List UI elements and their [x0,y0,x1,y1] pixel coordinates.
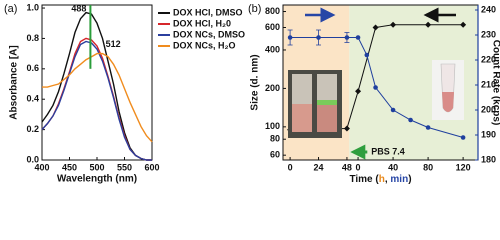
point [390,107,396,113]
x-tick-label: 40 [388,162,398,172]
x-tick-label: 0 [288,162,293,172]
plot-frame [41,4,153,161]
point [355,35,361,40]
series-line [41,40,152,161]
y2-tick-label: 230 [481,29,496,39]
y-tick-label: 0.2 [26,124,39,134]
x-axis-label-part: ) [408,174,411,185]
legend-label: DOX NCs, DMSO [173,29,245,39]
point [425,125,431,130]
x-axis-label: Wavelength (nm) [57,174,137,185]
point [390,21,397,28]
point [344,35,350,40]
inset-photo [288,70,342,138]
y-tick-label: 0.0 [26,154,39,164]
y2-tick-label: 220 [481,54,496,64]
y-tick-label: 400 [265,44,280,54]
y2-tick-label: 210 [481,79,496,89]
x-tick-label: 120 [456,162,471,172]
point [287,35,293,40]
series-line [41,11,152,161]
y-tick-label: 80 [270,134,280,144]
y-tick-label: 0.6 [26,63,39,73]
vial-liquid [292,104,312,132]
point [373,85,378,90]
annotation: PBS 7.4 [371,146,405,156]
series-line [290,37,464,138]
x-tick-label: 80 [423,162,433,172]
point [460,135,466,140]
x-tick-label: 450 [62,162,77,172]
series-line [42,52,153,143]
x-tick-label: 500 [89,162,104,172]
y-tick-label: 0.8 [26,33,39,43]
x-tick-label: 550 [117,162,132,172]
y-tick-label: 800 [265,6,280,16]
legend-label: DOX HCl, H₂0 [173,18,231,28]
y-axis-label: Size (d. nm) [250,54,261,110]
figure: 400 450 500 550 6000.00.20.40.60.81.0Absorba… [4,2,500,184]
x-axis-label-part: , [385,174,391,185]
legend-label: DOX HCl, DMSO [173,7,243,17]
x-tick-label: 0 [356,162,361,172]
y2-tick-label: 180 [481,154,496,164]
point [364,52,370,58]
inset-photo [432,60,464,120]
x-axis-label-part: h [379,174,385,185]
x-tick-label: 400 [34,162,49,172]
point [372,24,379,31]
point [425,21,432,28]
x-tick-label: 48 [342,162,352,172]
y2-tick-label: 240 [481,4,496,14]
x-tick-label: 600 [144,162,159,172]
panel-label: (a) [4,3,17,15]
x-tick-label: 24 [314,162,324,172]
y2-axis-label: Count Rate (kcps) [490,40,500,126]
x-axis-label-part: Time ( [349,174,379,185]
y-tick-label: 0.4 [26,94,39,104]
y-tick-label: 1.0 [26,2,39,12]
peak-label: 488 [71,3,86,13]
vial-glow [317,100,337,105]
tube-liquid [442,92,454,112]
y2-tick-label: 200 [481,104,496,114]
point [316,35,321,40]
point [408,117,413,123]
panel-label: (b) [248,3,261,15]
series-line [41,37,152,161]
y-axis-label: Absorbance [A] [9,45,20,119]
charts: 400 450 500 550 6000.00.20.40.60.81.0Absorba… [4,2,500,184]
x-axis-label: Time (h, min) [349,174,411,185]
x-axis-label-part: min [390,174,408,185]
y-tick-label: 600 [265,22,280,32]
y2-tick-label: 190 [481,129,496,139]
point [460,21,467,28]
point [343,125,350,132]
vial-liquid [317,104,337,132]
peak-label: 512 [106,39,121,49]
legend-label: DOX NCs, H₂O [173,40,236,50]
y-tick-label: 60 [270,150,280,160]
point [355,88,362,95]
y-tick-label: 100 [265,121,280,131]
y-tick-label: 200 [265,83,280,93]
